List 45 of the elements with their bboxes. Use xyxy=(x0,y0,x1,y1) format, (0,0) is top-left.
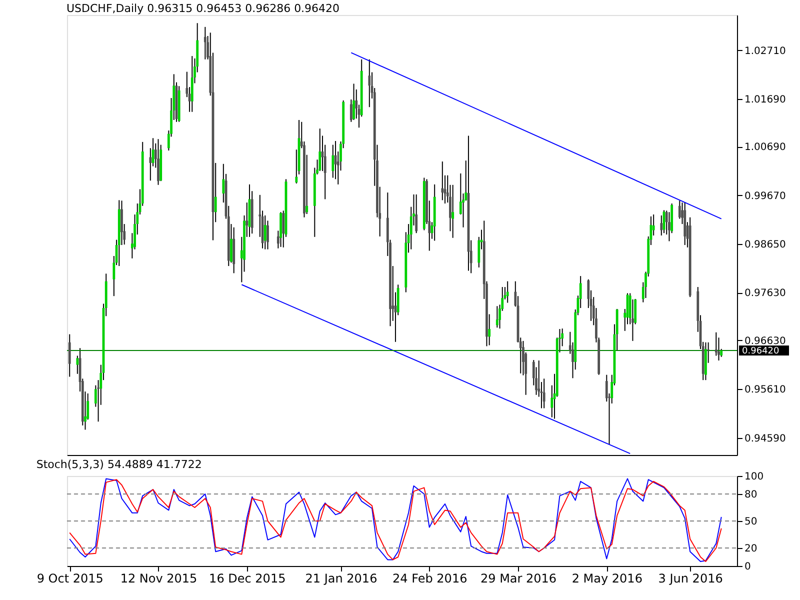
x-tick-label: 21 Jan 2016 xyxy=(305,572,378,586)
y-tick-label: 100 xyxy=(744,472,764,482)
candlestick xyxy=(204,26,206,60)
candlestick xyxy=(318,128,322,172)
x-tick-label: 24 Feb 2016 xyxy=(392,572,468,586)
candlestick xyxy=(332,144,334,178)
candlestick xyxy=(157,138,160,186)
y-tick-label: 0.94590 xyxy=(744,433,786,444)
y-tick-label: 0.97630 xyxy=(744,288,786,300)
x-tick-label: 12 Nov 2015 xyxy=(120,572,198,586)
chart-title: USDCHF,Daily 0.96315 0.96453 0.96286 0.96420 xyxy=(66,2,340,15)
candlestick xyxy=(264,214,266,250)
candlestick xyxy=(488,314,491,346)
candlestick xyxy=(714,332,718,356)
y-tick-label: 1.00690 xyxy=(744,142,786,154)
y-tick-label: 1.02710 xyxy=(744,46,786,57)
x-tick-label: 16 Dec 2015 xyxy=(209,572,286,586)
candlestick xyxy=(542,378,546,409)
y-tick-label: 1.01690 xyxy=(744,94,786,106)
y-tick-label: 0.96630 xyxy=(744,336,786,347)
x-tick-label: 9 Oct 2015 xyxy=(36,572,104,586)
y-tick-label: 0 xyxy=(744,562,751,572)
candlestick xyxy=(496,306,498,328)
chart-title: Stoch(5,3,3) 54.4889 41.7722 xyxy=(36,458,202,471)
candlestick xyxy=(452,184,454,238)
x-tick-label: 3 Jun 2016 xyxy=(658,572,723,586)
y-tick-label: 20 xyxy=(744,544,758,554)
ref-line-label: 0.96420 xyxy=(742,346,780,356)
y-tick-label: 0.95610 xyxy=(744,384,786,396)
candlestick xyxy=(415,194,418,234)
candlestick xyxy=(352,83,355,120)
candlestick xyxy=(441,161,444,201)
candlestick xyxy=(306,154,308,214)
candlestick xyxy=(68,334,71,378)
candlestick xyxy=(506,280,509,304)
candlestick xyxy=(668,212,670,242)
y-tick-label: 0.98650 xyxy=(744,240,786,251)
candlestick xyxy=(190,56,194,112)
candlestick xyxy=(368,58,371,108)
candlestick xyxy=(707,342,710,364)
x-tick-label: 2 May 2016 xyxy=(572,572,642,586)
y-tick-label: 0.99670 xyxy=(744,190,786,202)
y-tick-label: 50 xyxy=(744,516,758,528)
x-tick-label: 29 Mar 2016 xyxy=(480,572,557,586)
y-tick-label: 80 xyxy=(744,490,758,500)
